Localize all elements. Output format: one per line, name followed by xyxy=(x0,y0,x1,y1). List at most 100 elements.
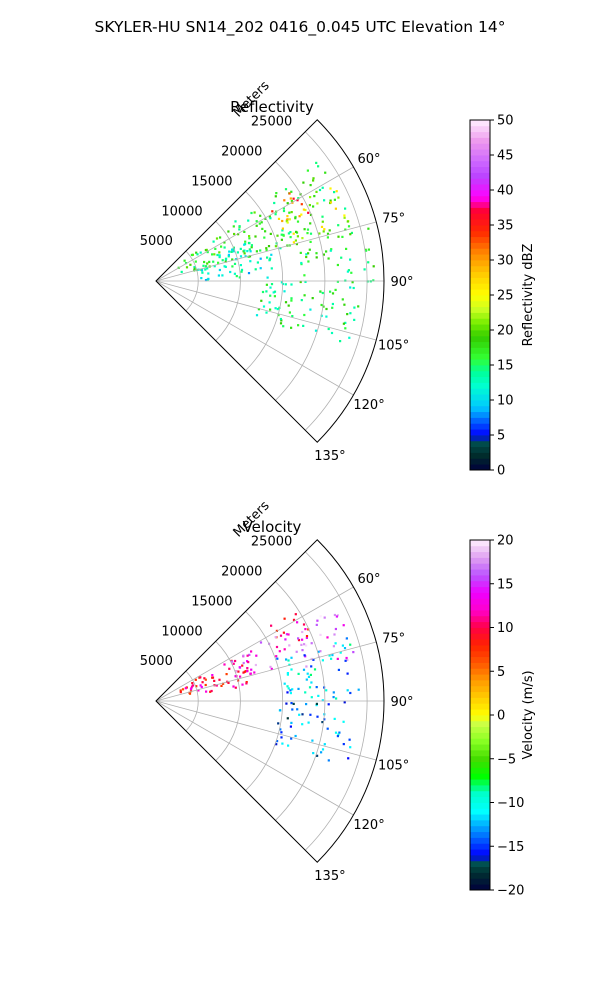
echo-gate xyxy=(296,235,299,238)
echo-gate xyxy=(280,731,283,734)
colorbar-tick-label: 5 xyxy=(497,665,505,680)
echo-gate xyxy=(289,689,292,692)
echo-gate xyxy=(292,702,295,705)
range-tick-label: 20000 xyxy=(221,145,262,160)
echo-gate xyxy=(357,305,360,308)
echo-gate xyxy=(270,267,273,270)
echo-gate xyxy=(259,249,262,252)
echo-gate xyxy=(248,653,251,656)
echo-gate xyxy=(330,248,333,251)
echo-gate xyxy=(224,258,227,261)
echo-gate xyxy=(270,624,273,627)
echo-gate xyxy=(320,751,323,754)
echo-gate xyxy=(200,685,203,689)
echo-gate xyxy=(261,227,264,230)
echo-gate xyxy=(288,311,291,314)
echo-gate xyxy=(300,261,303,265)
colorbar-tick-label: −20 xyxy=(497,884,524,899)
colorbar: −20 −15 −10 −5 0 5 10 15 20 Velocity (m/s) xyxy=(469,534,536,899)
colorbar-segment xyxy=(470,633,490,640)
echo-gate xyxy=(333,633,336,636)
echo-gate xyxy=(309,673,312,676)
echo-gate xyxy=(277,722,280,725)
echo-gate xyxy=(269,217,272,220)
echo-gate xyxy=(207,277,210,280)
echo-gate xyxy=(325,315,328,318)
echo-gate xyxy=(249,260,252,263)
echo-gate xyxy=(349,258,352,261)
colorbar-segment xyxy=(470,627,490,634)
echo-gate xyxy=(309,240,312,243)
colorbar-segment xyxy=(470,394,490,401)
echo-gate xyxy=(281,219,284,223)
echo-gate xyxy=(295,243,298,246)
echo-gate xyxy=(300,643,303,646)
echo-gate xyxy=(213,253,216,256)
echo-gate xyxy=(290,326,293,329)
echo-gate xyxy=(327,327,330,331)
echo-gate xyxy=(326,727,329,730)
colorbar-segment xyxy=(470,540,490,547)
echo-gate xyxy=(213,679,216,682)
echo-gate xyxy=(349,746,352,749)
echo-gate xyxy=(269,665,272,668)
colorbar-segment xyxy=(470,639,490,646)
colorbar-segment xyxy=(470,213,490,220)
echo-gate xyxy=(303,643,306,646)
echo-gate xyxy=(280,281,283,284)
echo-gate xyxy=(341,298,344,301)
azimuth-spoke xyxy=(155,586,354,702)
colorbar-segment xyxy=(470,260,490,267)
echo-gate xyxy=(303,294,306,297)
echo-gate xyxy=(201,681,204,684)
echo-gate xyxy=(196,253,199,256)
echo-gate xyxy=(299,251,302,254)
echo-gate xyxy=(195,685,198,688)
echo-gate xyxy=(297,197,300,200)
colorbar-segment xyxy=(470,300,490,308)
range-tick-label: 5000 xyxy=(140,234,173,249)
echo-gate xyxy=(181,688,185,691)
echo-gate xyxy=(363,268,366,271)
echo-gate xyxy=(321,659,324,662)
echo-gate xyxy=(286,202,289,205)
echo-gate xyxy=(265,283,268,286)
colorbar-segment xyxy=(470,405,490,413)
echo-gate xyxy=(201,271,204,274)
echo-gate xyxy=(343,303,346,306)
echo-gate xyxy=(311,297,314,300)
colorbar-segment xyxy=(470,271,490,278)
echo-gate xyxy=(230,250,233,253)
echo-gate xyxy=(243,230,246,233)
colorbar-segment xyxy=(470,551,490,558)
echo-gate xyxy=(303,274,306,277)
echo-gate xyxy=(314,329,318,332)
panel-1: Reflectivity60°75°90°105°120°135°5000100… xyxy=(140,78,536,478)
colorbar-segment xyxy=(470,703,490,710)
echo-gate xyxy=(288,192,291,195)
echo-gate xyxy=(240,270,243,273)
colorbar-segment xyxy=(470,219,490,226)
echo-gate xyxy=(229,270,232,274)
echo-gate xyxy=(347,269,350,272)
echo-gate xyxy=(214,247,217,250)
colorbar-segment xyxy=(470,225,490,232)
echo-gate xyxy=(243,252,246,255)
echo-gate xyxy=(321,748,325,751)
colorbar-segment xyxy=(470,195,490,203)
echo-gate xyxy=(197,689,200,692)
echo-gate xyxy=(240,268,244,271)
echo-gate xyxy=(303,313,306,317)
echo-gate xyxy=(270,283,274,286)
echo-gate xyxy=(247,255,250,258)
colorbar-segment xyxy=(470,825,490,833)
colorbar-segment xyxy=(470,143,490,150)
echo-gate xyxy=(206,262,209,265)
colorbar-segment xyxy=(470,615,490,623)
colorbar-segment xyxy=(470,435,490,442)
echo-gate xyxy=(301,723,304,726)
echo-gate xyxy=(302,668,306,671)
colorbar-tick-label: 50 xyxy=(497,114,514,129)
echo-gate xyxy=(304,280,307,283)
echo-gate xyxy=(344,321,347,324)
